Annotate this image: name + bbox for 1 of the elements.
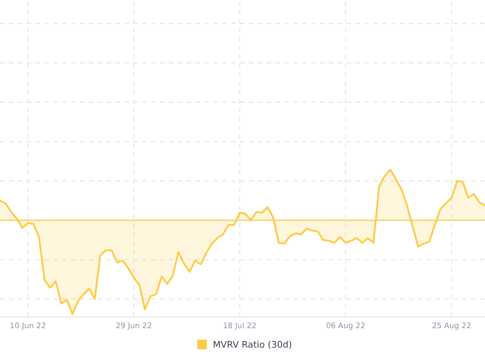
legend-label: MVRV Ratio (30d) (214, 340, 292, 349)
